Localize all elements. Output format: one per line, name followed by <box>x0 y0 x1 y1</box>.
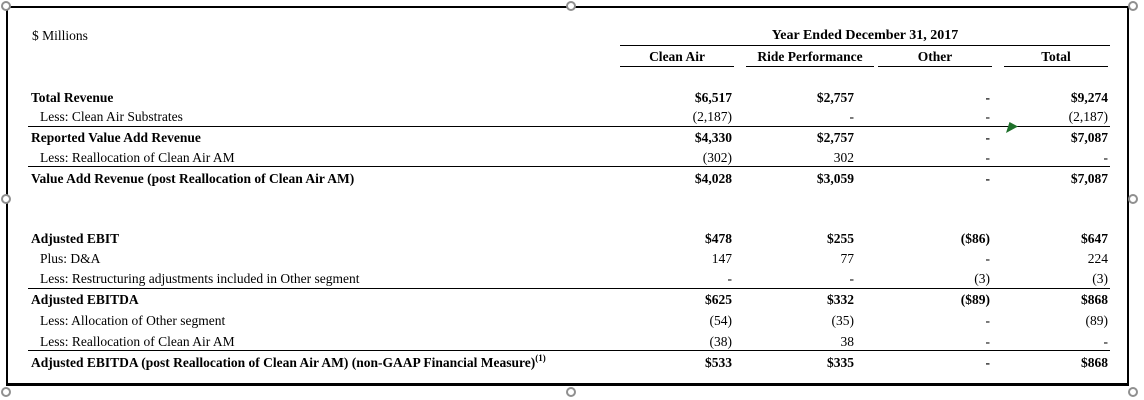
cell-other: - <box>985 130 991 145</box>
column-header-other: Other <box>878 49 992 67</box>
table-row: Less: Restructuring adjustments included… <box>0 269 1144 289</box>
table-row: Adjusted EBITDA (post Reallocation of Cl… <box>0 353 1144 373</box>
table-row: Plus: D&A 147 77 - 224 <box>0 249 1144 269</box>
cell-total: (89) <box>1085 313 1109 328</box>
cell-ride-performance: (35) <box>831 313 855 328</box>
cell-total: $647 <box>1081 231 1108 246</box>
cell-ride-performance: 77 <box>840 251 855 266</box>
row-label: Plus: D&A <box>40 251 101 266</box>
cell-total: 224 <box>1087 251 1108 266</box>
table-rule <box>28 350 1110 351</box>
cell-ride-performance: $2,757 <box>816 130 854 145</box>
cell-total: - <box>1103 150 1109 165</box>
table-row: Value Add Revenue (post Reallocation of … <box>0 169 1144 189</box>
cell-clean-air: $6,517 <box>694 90 732 105</box>
cell-other: - <box>985 171 991 186</box>
row-label-text: Adjusted EBITDA (post Reallocation of Cl… <box>31 355 536 370</box>
table-object-border <box>6 6 1129 386</box>
cell-clean-air: - <box>727 271 733 286</box>
cell-ride-performance: $332 <box>827 292 854 307</box>
cell-total: - <box>1103 334 1109 349</box>
cell-total: (2,187) <box>1068 109 1108 124</box>
cell-clean-air: 147 <box>711 251 732 266</box>
table-row: Less: Reallocation of Clean Air AM (38) … <box>0 332 1144 352</box>
cell-clean-air: (2,187) <box>692 109 732 124</box>
cell-other: ($89) <box>960 292 990 307</box>
column-header-total: Total <box>1004 49 1108 67</box>
table-row: Less: Reallocation of Clean Air AM (302)… <box>0 148 1144 168</box>
footnote-marker: (1) <box>535 353 546 363</box>
cell-ride-performance: $3,059 <box>816 171 854 186</box>
row-label: Adjusted EBIT <box>31 231 120 246</box>
units-label: $ Millions <box>32 28 88 43</box>
cell-other: ($86) <box>960 231 990 246</box>
selection-handle-top-middle[interactable] <box>566 1 576 11</box>
table-row: Adjusted EBITDA $625 $332 ($89) $868 <box>0 290 1144 310</box>
cell-ride-performance: $255 <box>827 231 854 246</box>
cell-clean-air: (302) <box>702 150 732 165</box>
cell-total: (3) <box>1092 271 1108 286</box>
table-row: Reported Value Add Revenue $4,330 $2,757… <box>0 128 1144 148</box>
row-label: Reported Value Add Revenue <box>31 130 201 145</box>
cell-other: (3) <box>974 271 990 286</box>
cell-other: - <box>985 334 991 349</box>
cell-clean-air: $625 <box>705 292 732 307</box>
row-label: Value Add Revenue (post Reallocation of … <box>31 171 355 186</box>
row-label: Less: Allocation of Other segment <box>40 313 226 328</box>
table-rule <box>28 126 1110 127</box>
cell-total: $9,274 <box>1070 90 1108 105</box>
comment-flag-icon[interactable] <box>1006 121 1019 134</box>
cell-ride-performance: $2,757 <box>816 90 854 105</box>
table-row: Less: Clean Air Substrates (2,187) - - (… <box>0 107 1144 127</box>
cell-ride-performance: $335 <box>827 355 854 370</box>
cell-clean-air: $4,028 <box>694 171 732 186</box>
cell-total: $868 <box>1081 355 1108 370</box>
cell-ride-performance: - <box>849 271 855 286</box>
row-label: Adjusted EBITDA (post Reallocation of Cl… <box>31 353 601 373</box>
cell-other: - <box>985 355 991 370</box>
cell-other: - <box>985 251 991 266</box>
table-row: Adjusted EBIT $478 $255 ($86) $647 <box>0 229 1144 249</box>
row-label: Less: Restructuring adjustments included… <box>40 271 360 286</box>
cell-clean-air: (38) <box>709 334 733 349</box>
selection-handle-top-right[interactable] <box>1128 1 1138 11</box>
row-label: Less: Reallocation of Clean Air AM <box>40 150 235 165</box>
selection-handle-bottom-right[interactable] <box>1128 387 1138 397</box>
column-header-ride-performance: Ride Performance <box>746 49 874 67</box>
selection-handle-left-middle[interactable] <box>1 194 11 204</box>
table-row: Total Revenue $6,517 $2,757 - $9,274 <box>0 88 1144 108</box>
selection-handle-bottom-middle[interactable] <box>566 387 576 397</box>
cell-clean-air: (54) <box>709 313 733 328</box>
table-row: Less: Allocation of Other segment (54) (… <box>0 311 1144 331</box>
cell-total: $7,087 <box>1070 130 1108 145</box>
cell-other: - <box>985 109 991 124</box>
cell-other: - <box>985 90 991 105</box>
column-group-header: Year Ended December 31, 2017 <box>620 26 1110 46</box>
cell-ride-performance: 38 <box>840 334 855 349</box>
cell-clean-air: $4,330 <box>694 130 732 145</box>
selection-handle-top-left[interactable] <box>1 1 11 11</box>
selection-handle-right-middle[interactable] <box>1128 194 1138 204</box>
table-rule <box>28 166 1110 167</box>
cell-total: $868 <box>1081 292 1108 307</box>
cell-clean-air: $478 <box>705 231 732 246</box>
table-rule <box>28 288 1110 289</box>
column-header-clean-air: Clean Air <box>620 49 734 67</box>
cell-other: - <box>985 313 991 328</box>
row-label: Total Revenue <box>31 90 114 105</box>
cell-total: $7,087 <box>1070 171 1108 186</box>
selection-handle-bottom-left[interactable] <box>1 387 11 397</box>
cell-other: - <box>985 150 991 165</box>
row-label: Less: Reallocation of Clean Air AM <box>40 334 235 349</box>
row-label: Less: Clean Air Substrates <box>40 109 183 124</box>
cell-ride-performance: - <box>849 109 855 124</box>
row-label: Adjusted EBITDA <box>31 292 139 307</box>
cell-clean-air: $533 <box>705 355 732 370</box>
cell-ride-performance: 302 <box>833 150 854 165</box>
